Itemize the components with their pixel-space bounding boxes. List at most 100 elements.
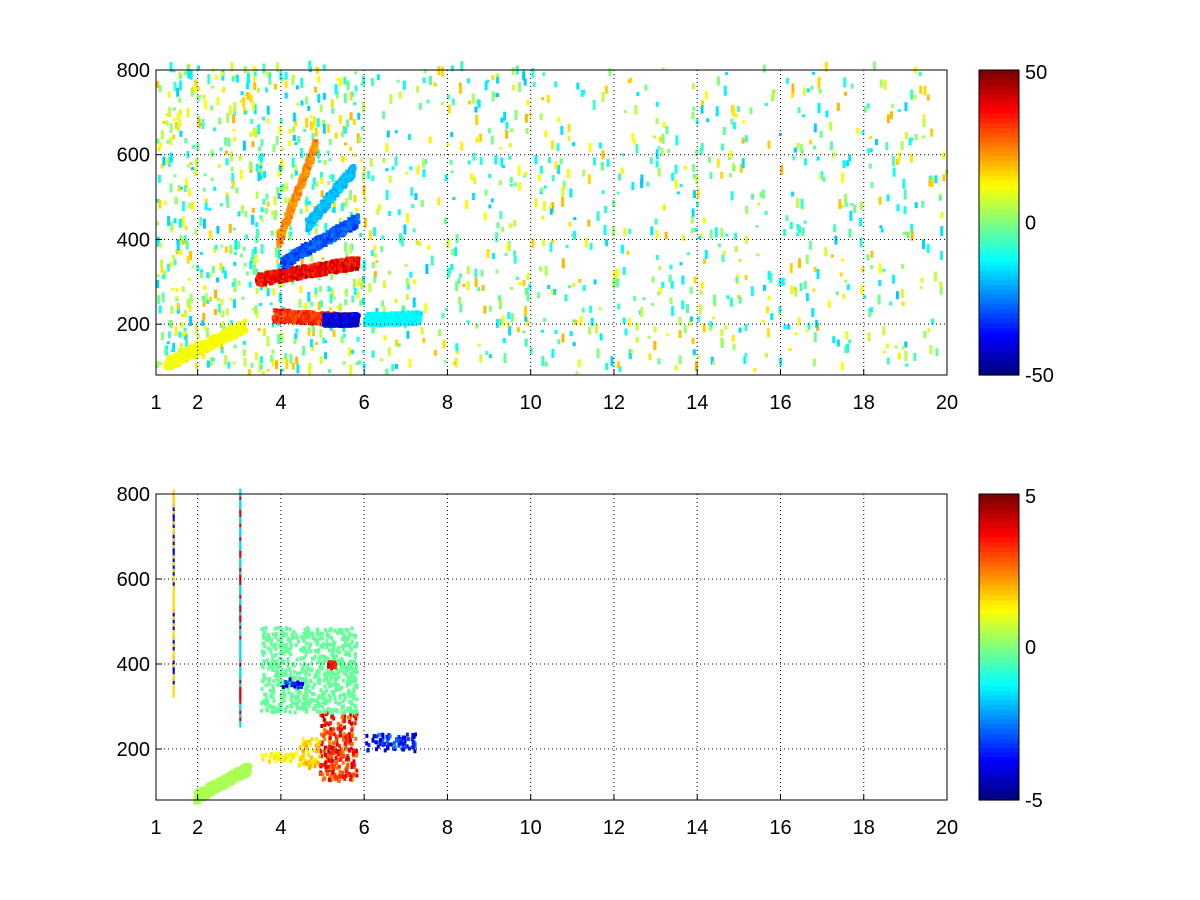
heat-cell <box>233 261 237 266</box>
colorbar-segment <box>979 322 1019 328</box>
heat-cell <box>186 107 190 118</box>
heat-cell <box>648 353 652 361</box>
heat-cell <box>197 65 201 71</box>
heat-cell <box>455 234 459 244</box>
heat-cell <box>305 117 309 128</box>
heat-cell <box>257 282 262 287</box>
x-tick-label: 8 <box>442 392 453 414</box>
heat-cell <box>284 225 288 230</box>
heat-cell <box>360 82 364 86</box>
heat-cell <box>293 200 298 205</box>
heat-cell <box>158 305 162 314</box>
heat-cell <box>183 330 187 336</box>
heat-cell <box>220 244 224 248</box>
colorbar-segment <box>979 160 1019 166</box>
heat-cell <box>732 165 736 172</box>
x-tick-label: 4 <box>275 392 286 414</box>
heat-cell <box>414 193 418 201</box>
heat-cell <box>411 204 415 209</box>
heat-cell <box>339 257 344 262</box>
heat-cell <box>214 289 218 299</box>
heat-cell <box>606 159 610 168</box>
heat-cell <box>825 110 829 118</box>
heat-cell <box>343 157 347 161</box>
colorbar-frame <box>978 69 1020 376</box>
heat-cell <box>346 83 350 86</box>
heat-cell <box>279 119 283 124</box>
heat-cell <box>598 307 602 310</box>
heat-cell <box>595 323 599 334</box>
heat-cell <box>620 167 624 174</box>
heat-cell <box>730 297 733 307</box>
heat-cell <box>861 130 865 135</box>
heat-cell <box>409 271 413 278</box>
heat-cell <box>460 141 464 151</box>
heat-cell <box>290 266 295 271</box>
heat-cell <box>450 170 454 174</box>
heat-cell <box>263 282 268 287</box>
heat-cell <box>268 272 273 277</box>
heat-cell <box>670 280 674 289</box>
heat-cell <box>801 232 805 237</box>
heat-cell <box>202 312 206 321</box>
heat-cell <box>850 83 854 89</box>
heat-cell <box>418 102 422 110</box>
heat-cell <box>169 137 173 146</box>
heat-cell <box>403 224 407 235</box>
heat-cell <box>800 150 804 155</box>
heat-cell <box>343 291 347 295</box>
heat-cell <box>922 135 925 139</box>
heat-cell <box>275 360 278 370</box>
heat-cell <box>601 150 605 160</box>
colorbar-segment <box>979 146 1019 152</box>
heat-cell <box>468 100 472 105</box>
heat-cell <box>373 276 377 280</box>
heat-cell <box>860 285 864 296</box>
heat-cell <box>753 368 757 373</box>
heat-cell <box>208 230 212 240</box>
heat-cell <box>506 243 510 252</box>
heat-cell <box>173 259 177 266</box>
heat-cell <box>383 335 387 341</box>
heat-cell <box>870 250 874 258</box>
heat-cell <box>720 339 724 349</box>
heat-cell <box>549 205 552 209</box>
heat-cell <box>834 235 838 245</box>
heat-cell <box>204 198 208 203</box>
heat-cell <box>381 235 385 240</box>
heat-cell <box>232 361 236 365</box>
heat-cell <box>805 293 809 302</box>
heat-cell <box>913 352 917 361</box>
heat-cell <box>317 93 321 103</box>
heat-cell <box>571 233 575 237</box>
heat-cell <box>543 185 547 189</box>
heat-cell <box>340 232 345 236</box>
heat-cell <box>890 111 893 120</box>
heat-cell <box>377 204 381 211</box>
heat-cell <box>156 198 160 203</box>
heat-cell <box>176 242 180 251</box>
colorbar-segment <box>979 351 1019 357</box>
heat-cell <box>311 314 316 319</box>
heat-cell <box>249 131 253 137</box>
heat-cell <box>402 306 406 315</box>
heat-cell <box>576 82 580 90</box>
heat-cell <box>406 212 409 223</box>
heat-cell <box>496 73 499 84</box>
colorbar-segment <box>979 131 1019 138</box>
heat-cell <box>891 156 895 167</box>
heat-cell <box>185 240 189 250</box>
heat-cell <box>158 142 162 149</box>
heat-cell <box>668 274 672 283</box>
heat-cell <box>501 315 505 326</box>
heat-cell <box>495 73 499 77</box>
heat-cell <box>547 157 551 164</box>
heat-cell <box>901 345 905 350</box>
top-axes-frame <box>155 69 948 376</box>
heat-cell <box>258 146 262 152</box>
heat-cell <box>252 264 256 275</box>
heat-cell <box>395 339 398 347</box>
heat-cell <box>181 286 185 293</box>
heat-cell <box>251 207 255 213</box>
heat-cell <box>804 158 807 166</box>
